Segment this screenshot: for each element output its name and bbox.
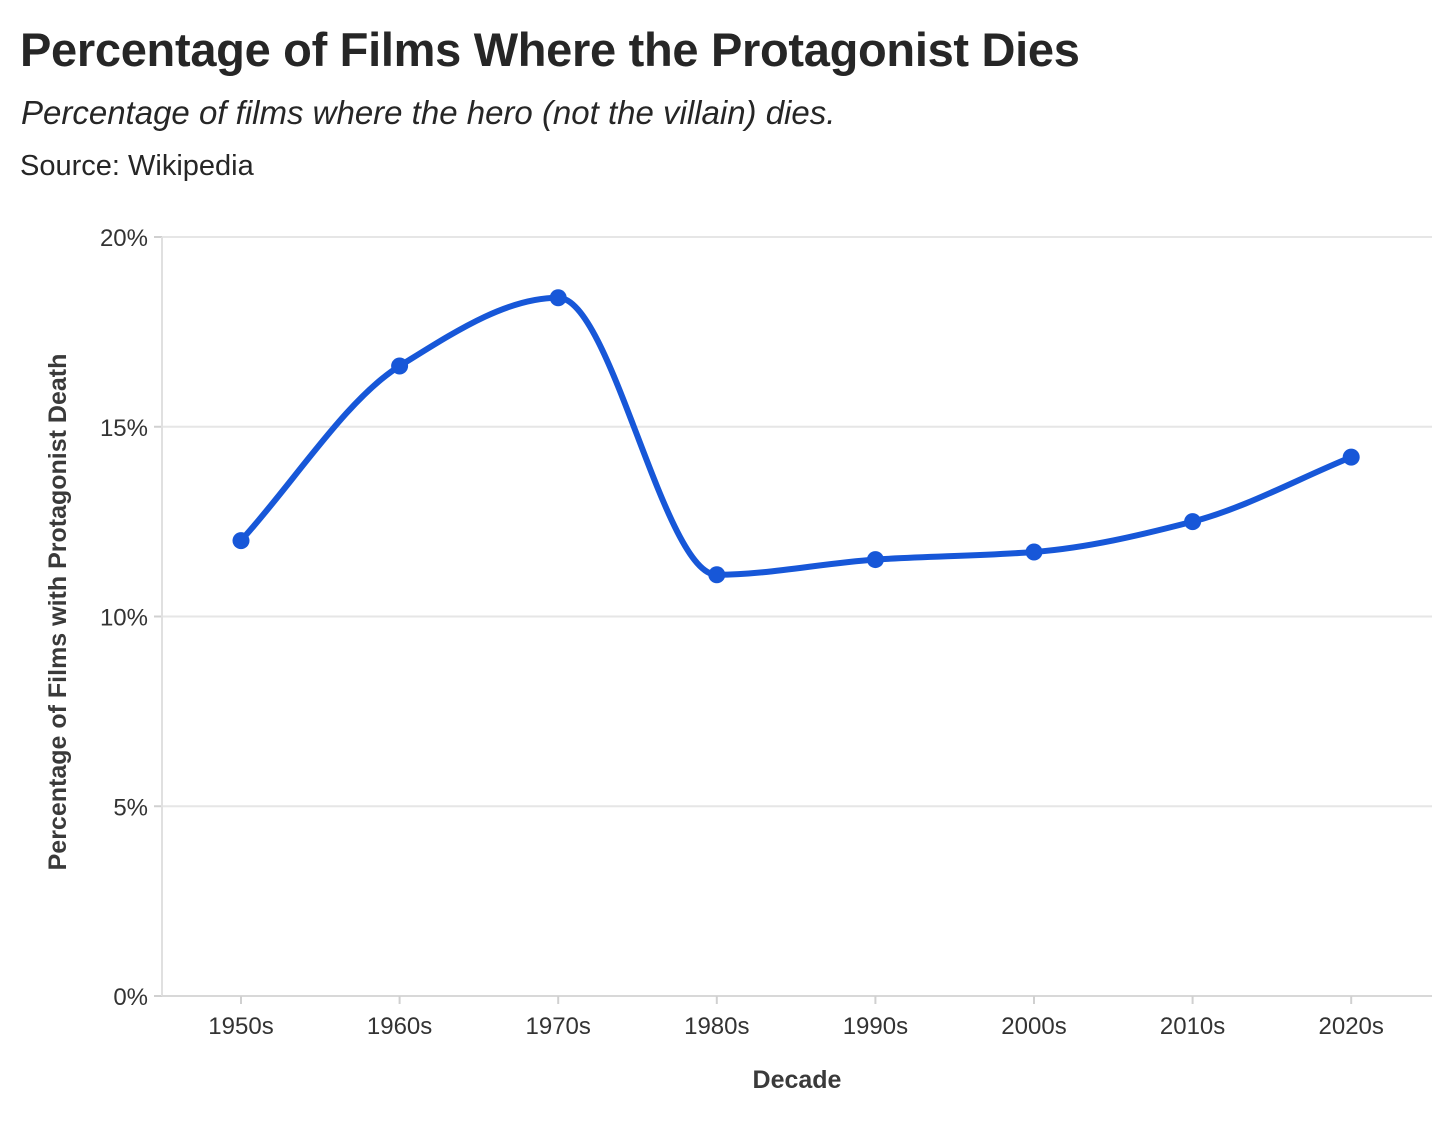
chart-subtitle: Percentage of films where the hero (not … — [21, 94, 836, 131]
y-axis-title: Percentage of Films with Protagonist Dea… — [44, 354, 72, 871]
data-point-1970s[interactable] — [549, 289, 567, 307]
x-axis-title: Decade — [753, 1066, 842, 1094]
series-group — [232, 289, 1360, 584]
x-tick-label: 2010s — [1160, 1013, 1225, 1040]
x-tick-label: 1980s — [684, 1013, 749, 1040]
chart-source: Source: Wikipedia — [20, 150, 254, 182]
x-tick-label: 2020s — [1319, 1013, 1384, 1040]
y-tick-label: 0% — [113, 984, 148, 1011]
data-point-1950s[interactable] — [232, 532, 250, 550]
y-tick-label: 15% — [100, 415, 148, 442]
axes — [154, 236, 1432, 1004]
x-tick-label: 1970s — [526, 1013, 591, 1040]
x-tick-label: 2000s — [1001, 1013, 1066, 1040]
gridlines — [162, 236, 1432, 808]
data-point-2000s[interactable] — [1025, 543, 1043, 561]
data-point-1980s[interactable] — [708, 566, 726, 584]
x-tick-label: 1990s — [843, 1013, 908, 1040]
y-tick-label: 20% — [100, 225, 148, 252]
data-point-2020s[interactable] — [1342, 448, 1360, 466]
x-tick-labels: 1950s 1960s 1970s 1980s 1990s 2000s 2010s 2020s — [208, 1013, 1384, 1040]
data-point-1990s[interactable] — [866, 551, 884, 569]
chart-title: Percentage of Films Where the Protagonis… — [20, 23, 1080, 76]
series-line — [238, 294, 1355, 578]
y-tick-label: 10% — [100, 605, 148, 632]
data-point-1960s[interactable] — [391, 357, 409, 375]
y-tick-labels: 0% 5% 10% 15% 20% — [100, 225, 148, 1011]
y-tick-label: 5% — [113, 794, 148, 821]
x-tick-label: 1960s — [367, 1013, 432, 1040]
data-point-2010s[interactable] — [1184, 513, 1202, 531]
x-tick-label: 1950s — [208, 1013, 273, 1040]
